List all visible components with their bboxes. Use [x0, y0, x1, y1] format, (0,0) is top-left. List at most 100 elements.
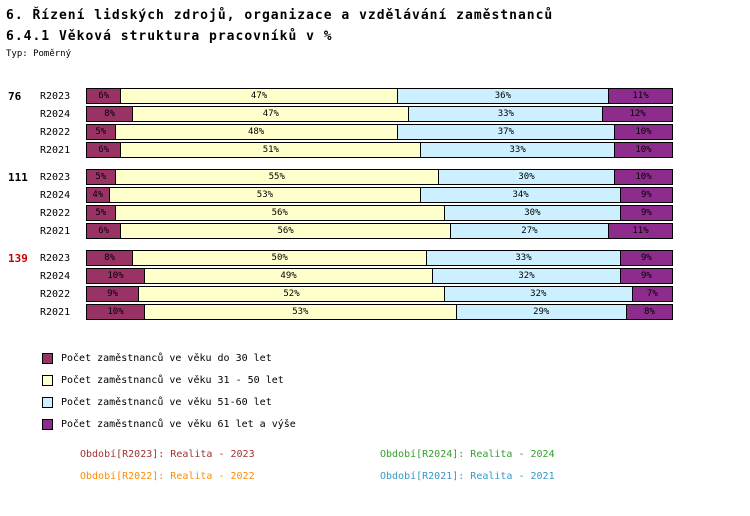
bar-segment-value: 9%	[641, 207, 652, 218]
bar-segment-value: 49%	[280, 270, 297, 281]
bar-segment: 49%	[144, 268, 434, 284]
chart-row: R2022 5% 56% 30% 9%	[0, 204, 750, 222]
bar-segment: 10%	[613, 142, 673, 158]
legend-item: Počet zaměstnanců ve věku 61 let a výše	[42, 413, 750, 435]
stacked-bar: 5% 56% 30% 9%	[86, 205, 676, 221]
chart-group: 76 R2023 6% 47% 36% 11% R2024 8% 47% 33% 12% R2022 5…	[0, 87, 750, 159]
bar-segment-value: 56%	[277, 225, 294, 236]
bar-segment: 30%	[443, 205, 621, 221]
bar-segment-value: 47%	[250, 90, 268, 101]
legend-label: Počet zaměstnanců ve věku do 30 let	[61, 352, 272, 364]
bar-segment: 8%	[625, 304, 673, 320]
period-label: R2023	[40, 252, 71, 264]
stacked-bar: 6% 56% 27% 11%	[86, 223, 676, 239]
stacked-bar: 8% 50% 33% 9%	[86, 250, 676, 266]
bar-segment: 27%	[449, 223, 610, 239]
chart-row: R2024 8% 47% 33% 12%	[0, 105, 750, 123]
bar-segment-value: 7%	[646, 288, 658, 299]
bar-segment: 53%	[108, 187, 422, 203]
bar-segment-value: 48%	[247, 126, 265, 137]
bar-segment: 32%	[432, 268, 621, 284]
chart-row: 111 R2023 5% 55% 30% 10%	[0, 168, 750, 186]
bar-segment: 10%	[613, 124, 673, 140]
bar-segment-value: 30%	[518, 171, 535, 182]
period-label: R2022	[40, 207, 71, 219]
stacked-bar-chart: 76 R2023 6% 47% 36% 11% R2024 8% 47% 33% 12% R2022 5…	[0, 87, 750, 321]
period-label: R2024	[40, 189, 71, 201]
bar-segment-value: 8%	[104, 252, 116, 263]
period-label: R2023	[40, 90, 71, 102]
report-type-label: Typ: Poměrný	[6, 49, 72, 59]
chart-row: R2021 6% 56% 27% 11%	[0, 222, 750, 240]
bar-segment: 10%	[86, 304, 145, 320]
bar-segment: 48%	[114, 124, 398, 140]
bar-segment: 9%	[619, 268, 673, 284]
legend-swatch	[42, 418, 53, 430]
bar-segment: 34%	[420, 187, 621, 203]
bar-segment-value: 33%	[515, 252, 532, 263]
bar-segment: 7%	[631, 286, 673, 302]
stacked-bar: 9% 52% 32% 7%	[86, 286, 676, 302]
bar-segment-value: 30%	[524, 207, 541, 218]
bar-segment: 10%	[614, 169, 673, 185]
bar-segment: 37%	[396, 124, 615, 140]
bar-segment-value: 9%	[107, 288, 118, 299]
bar-segment-value: 53%	[256, 189, 274, 200]
bar-segment-value: 5%	[95, 171, 107, 182]
bar-segment-value: 4%	[92, 189, 104, 200]
period-label: R2022	[40, 288, 71, 300]
bar-segment-value: 34%	[512, 189, 529, 200]
chart-row: R2022 5% 48% 37% 10%	[0, 123, 750, 141]
chart-row: 76 R2023 6% 47% 36% 11%	[0, 87, 750, 105]
bar-segment: 10%	[86, 268, 145, 284]
chart-row: R2021 6% 51% 33% 10%	[0, 141, 750, 159]
bar-segment-value: 10%	[635, 171, 652, 182]
bar-segment-value: 51%	[262, 144, 279, 155]
bar-segment-value: 9%	[641, 189, 652, 200]
chart-row: R2021 10% 53% 29% 8%	[0, 303, 750, 321]
bar-segment-value: 8%	[643, 306, 655, 317]
bar-segment-value: 32%	[530, 288, 547, 299]
legend-label: Počet zaměstnanců ve věku 61 let a výše	[61, 418, 296, 430]
legend-item: Počet zaměstnanců ve věku do 30 let	[42, 347, 750, 369]
stacked-bar: 5% 55% 30% 10%	[86, 169, 676, 185]
bar-segment: 11%	[608, 88, 673, 104]
bar-segment: 4%	[86, 187, 110, 203]
group-count-label: 76	[8, 89, 22, 103]
period-label: R2023	[40, 171, 71, 183]
period-label: R2024	[40, 108, 71, 120]
bar-segment-value: 6%	[98, 90, 110, 101]
bar-segment: 52%	[138, 286, 445, 302]
bar-segment-value: 32%	[518, 270, 535, 281]
stacked-bar: 4% 53% 34% 9%	[86, 187, 676, 203]
period-label: R2024	[40, 270, 71, 282]
bar-segment-value: 11%	[632, 90, 649, 101]
bar-segment: 6%	[86, 142, 122, 158]
bar-segment-value: 12%	[629, 108, 646, 119]
bar-segment-value: 29%	[533, 306, 550, 317]
bar-segment-value: 55%	[268, 171, 285, 182]
stacked-bar: 6% 51% 33% 10%	[86, 142, 676, 158]
legend-swatch	[42, 396, 53, 408]
bar-segment: 50%	[132, 250, 428, 266]
bar-segment-value: 37%	[497, 126, 514, 137]
period-legend-item: Období[R2022]: Realita - 2022	[80, 471, 255, 482]
bar-segment-value: 27%	[521, 225, 538, 236]
bar-segment: 32%	[443, 286, 633, 302]
period-legend-item: Období[R2023]: Realita - 2023	[80, 449, 255, 460]
period-label: R2021	[40, 306, 71, 318]
bar-segment-value: 10%	[635, 144, 652, 155]
stacked-bar: 8% 47% 33% 12%	[86, 106, 676, 122]
bar-segment-value: 6%	[98, 225, 110, 236]
group-count-label: 111	[8, 170, 28, 184]
period-legend: Období[R2023]: Realita - 2023 Období[R202…	[80, 449, 750, 482]
bar-segment: 51%	[120, 142, 422, 158]
bar-segment-value: 10%	[635, 126, 652, 137]
bar-segment: 56%	[120, 223, 451, 239]
bar-segment-value: 6%	[98, 144, 110, 155]
bar-segment-value: 9%	[641, 270, 652, 281]
period-legend-item: Období[R2024]: Realita - 2024	[380, 449, 555, 460]
bar-segment: 30%	[438, 169, 615, 185]
bar-segment-value: 36%	[494, 90, 512, 101]
